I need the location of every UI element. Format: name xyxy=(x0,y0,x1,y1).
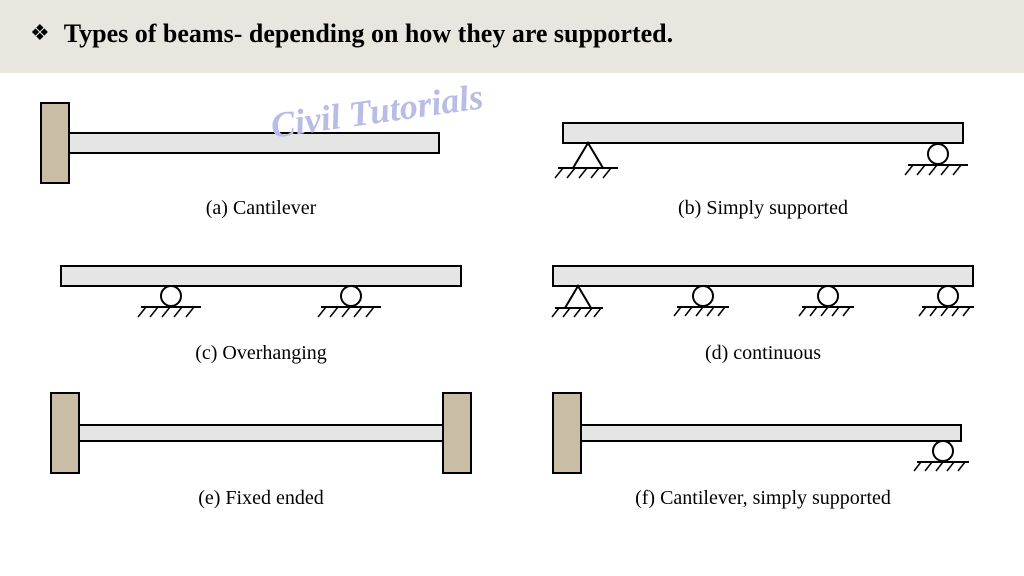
diagram-fixed-ended: (e) Fixed ended xyxy=(20,383,502,510)
simply-supported-svg xyxy=(533,93,993,193)
caption-f: (f) Cantilever, simply supported xyxy=(635,487,891,510)
overhanging-svg xyxy=(31,238,491,338)
diagram-grid: (a) Cantilever xyxy=(0,73,1024,520)
continuous-svg xyxy=(533,238,993,338)
caption-d: (d) continuous xyxy=(705,342,821,365)
caption-a: (a) Cantilever xyxy=(206,197,317,220)
caption-b: (b) Simply supported xyxy=(678,197,848,220)
fixed-ended-svg xyxy=(31,383,491,483)
caption-e: (e) Fixed ended xyxy=(198,487,324,510)
diagram-cantilever-simply: (f) Cantilever, simply supported xyxy=(522,383,1004,510)
page-header: ❖ Types of beams- depending on how they … xyxy=(0,0,1024,73)
bullet-icon: ❖ xyxy=(30,20,50,46)
cantilever-svg xyxy=(31,93,491,193)
diagram-cantilever: (a) Cantilever xyxy=(20,93,502,220)
page-title: Types of beams- depending on how they ar… xyxy=(64,18,673,51)
diagram-simply-supported: (b) Simply supported xyxy=(522,93,1004,220)
cantilever-simply-svg xyxy=(533,383,993,483)
diagram-overhanging: (c) Overhanging xyxy=(20,238,502,365)
diagram-continuous: (d) continuous xyxy=(522,238,1004,365)
caption-c: (c) Overhanging xyxy=(195,342,327,365)
